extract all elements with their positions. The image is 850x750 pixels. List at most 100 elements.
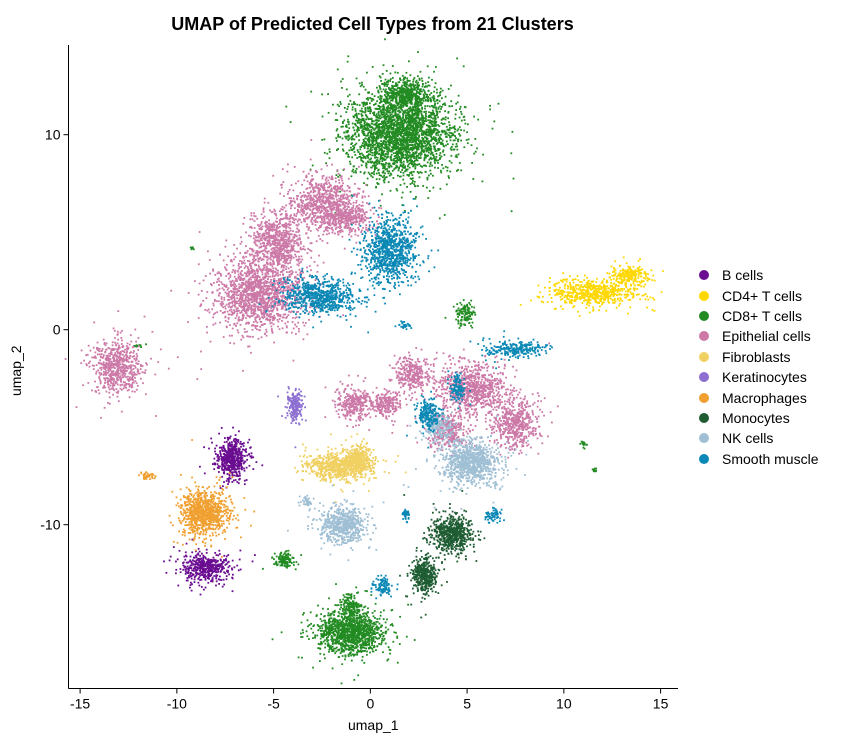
point <box>399 142 402 144</box>
point <box>355 114 358 117</box>
point <box>393 135 395 138</box>
point <box>414 88 416 91</box>
point <box>440 119 443 121</box>
point <box>345 137 348 140</box>
point <box>384 153 387 155</box>
point <box>402 127 404 130</box>
point <box>163 560 165 563</box>
point <box>442 150 444 153</box>
point <box>425 147 428 149</box>
point <box>327 111 330 114</box>
point <box>380 97 383 100</box>
point <box>387 120 390 122</box>
point <box>215 564 218 567</box>
point <box>204 569 207 572</box>
point <box>570 302 573 305</box>
point <box>519 303 522 306</box>
point <box>345 88 348 91</box>
point <box>385 110 388 112</box>
point <box>336 128 339 130</box>
point <box>603 278 605 281</box>
point <box>407 128 410 130</box>
point <box>237 475 240 477</box>
point <box>364 108 367 110</box>
point <box>387 110 390 112</box>
point <box>371 149 373 151</box>
point <box>380 95 383 98</box>
point <box>569 302 571 304</box>
point <box>383 115 386 117</box>
series-cd4-t-cells <box>519 256 664 317</box>
point <box>356 116 358 119</box>
point <box>603 295 605 298</box>
point <box>405 151 408 154</box>
point <box>204 557 207 560</box>
point <box>416 163 419 166</box>
point <box>458 133 460 135</box>
point <box>177 584 180 587</box>
point <box>567 293 569 296</box>
point <box>386 170 389 172</box>
point <box>456 148 459 151</box>
point <box>206 571 209 574</box>
point <box>440 122 443 124</box>
point <box>389 116 391 118</box>
point <box>568 300 571 303</box>
point <box>432 99 435 102</box>
point <box>230 461 233 463</box>
point <box>336 68 339 71</box>
point <box>611 288 613 291</box>
point <box>413 155 416 158</box>
point <box>419 70 422 73</box>
point <box>185 561 188 564</box>
point <box>613 270 616 273</box>
point <box>593 292 595 295</box>
point <box>610 265 613 268</box>
point <box>216 453 219 456</box>
point <box>426 95 428 98</box>
point <box>374 156 376 159</box>
point <box>596 277 598 280</box>
point <box>379 204 382 207</box>
point <box>553 283 555 286</box>
point <box>638 284 641 287</box>
point <box>585 281 588 284</box>
point <box>195 568 198 571</box>
point <box>593 285 596 288</box>
point <box>586 302 589 304</box>
point <box>233 474 236 477</box>
point <box>391 87 394 90</box>
point <box>616 291 619 293</box>
point <box>393 146 396 149</box>
point <box>433 113 435 115</box>
point <box>344 125 347 128</box>
point <box>395 154 397 157</box>
point <box>236 450 239 453</box>
point <box>409 93 412 96</box>
point <box>425 156 427 159</box>
point <box>626 295 629 297</box>
point <box>426 177 429 179</box>
point <box>394 88 397 91</box>
point <box>607 290 610 293</box>
point <box>386 168 388 170</box>
point <box>343 119 346 122</box>
point <box>401 119 404 122</box>
point <box>412 80 415 83</box>
point <box>414 111 417 113</box>
point <box>408 97 411 100</box>
point <box>449 139 452 142</box>
point <box>395 134 397 137</box>
point <box>411 149 414 152</box>
point <box>390 136 392 138</box>
point <box>434 150 437 152</box>
point <box>644 277 647 280</box>
point <box>392 130 395 133</box>
point <box>463 119 466 121</box>
point <box>414 103 417 105</box>
point <box>373 112 375 115</box>
point <box>389 109 392 112</box>
point <box>412 118 415 120</box>
point <box>348 93 351 96</box>
point <box>194 567 197 570</box>
